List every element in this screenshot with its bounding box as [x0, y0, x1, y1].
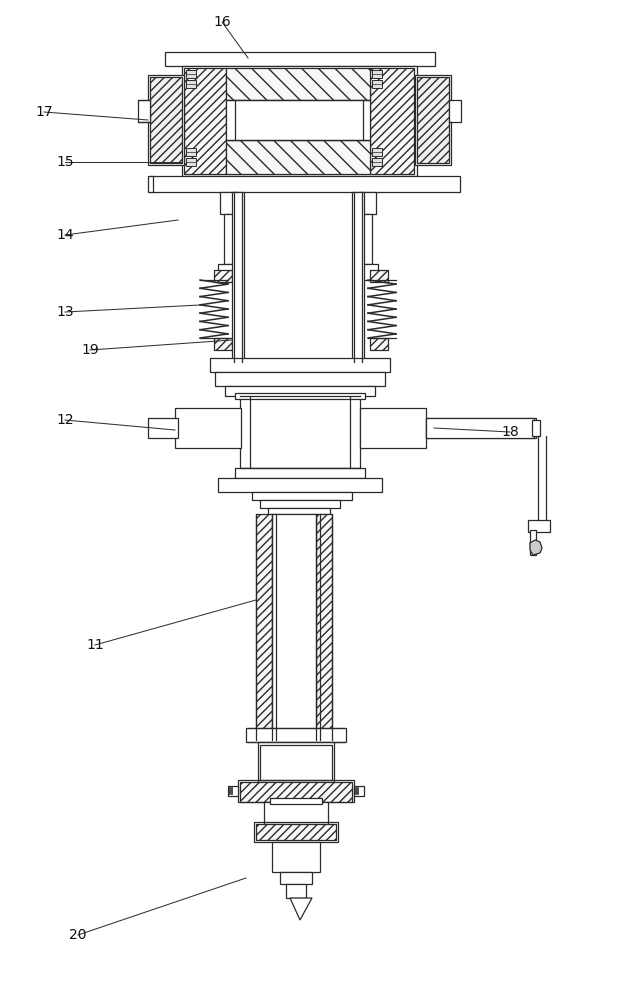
Bar — [246, 728, 346, 742]
Bar — [214, 270, 232, 282]
Polygon shape — [530, 540, 542, 555]
Bar — [148, 75, 184, 165]
Text: 19: 19 — [81, 343, 99, 357]
Bar — [352, 192, 364, 362]
Bar — [370, 338, 388, 350]
Text: 17: 17 — [35, 105, 53, 119]
Bar — [449, 100, 461, 122]
Text: 18: 18 — [501, 425, 519, 439]
Bar — [286, 884, 306, 898]
Bar — [270, 798, 322, 804]
Bar — [228, 786, 238, 796]
Bar — [426, 418, 536, 438]
Bar — [372, 148, 382, 156]
Bar — [258, 742, 334, 782]
Bar — [138, 100, 150, 122]
Bar — [240, 782, 352, 802]
Bar — [264, 802, 328, 824]
Bar — [220, 192, 238, 214]
Bar — [225, 386, 375, 396]
Bar — [218, 478, 382, 492]
Bar — [218, 264, 240, 280]
Bar — [356, 264, 378, 280]
Bar — [272, 514, 316, 740]
Bar — [175, 408, 241, 448]
Text: 20: 20 — [70, 928, 87, 942]
Text: 14: 14 — [56, 228, 74, 242]
Bar — [530, 530, 536, 555]
Bar — [532, 420, 540, 436]
Bar — [150, 176, 460, 192]
Bar — [240, 396, 360, 468]
Bar — [260, 745, 332, 780]
Bar — [210, 358, 390, 372]
Bar — [415, 75, 451, 165]
Bar — [360, 408, 426, 448]
Bar — [528, 520, 550, 532]
Polygon shape — [290, 898, 312, 920]
Bar — [226, 140, 370, 174]
Bar — [272, 842, 320, 872]
Bar — [254, 822, 338, 842]
Text: 12: 12 — [56, 413, 74, 427]
Bar — [372, 70, 382, 78]
Bar — [150, 77, 182, 163]
Bar — [372, 158, 382, 166]
Bar — [280, 872, 312, 884]
Text: 11: 11 — [86, 638, 104, 652]
Bar — [165, 52, 435, 66]
Text: 13: 13 — [56, 305, 74, 319]
Text: 16: 16 — [213, 15, 231, 29]
Bar — [354, 786, 364, 796]
Bar — [182, 66, 417, 176]
Bar — [370, 68, 414, 174]
Bar — [186, 148, 196, 156]
Bar — [256, 514, 272, 740]
Bar — [186, 158, 196, 166]
Bar — [316, 514, 332, 740]
Bar — [362, 214, 372, 264]
Bar — [426, 418, 534, 438]
Bar — [215, 372, 385, 386]
Bar — [226, 68, 370, 100]
Bar — [370, 270, 388, 282]
Bar — [148, 176, 153, 192]
Bar — [238, 780, 354, 802]
Bar — [252, 492, 352, 500]
Bar — [417, 77, 449, 163]
Bar — [372, 80, 382, 88]
Bar — [268, 508, 330, 514]
Bar — [256, 824, 336, 840]
Bar — [186, 80, 196, 88]
Bar — [235, 468, 365, 478]
Bar — [184, 68, 226, 174]
Bar — [232, 192, 244, 362]
Bar — [186, 70, 196, 78]
Bar — [224, 214, 234, 264]
Bar — [358, 192, 376, 214]
Bar — [260, 500, 340, 508]
Bar — [226, 100, 370, 140]
Bar — [235, 393, 365, 399]
Bar — [214, 338, 232, 350]
Bar — [148, 418, 178, 438]
Text: 15: 15 — [56, 155, 74, 169]
